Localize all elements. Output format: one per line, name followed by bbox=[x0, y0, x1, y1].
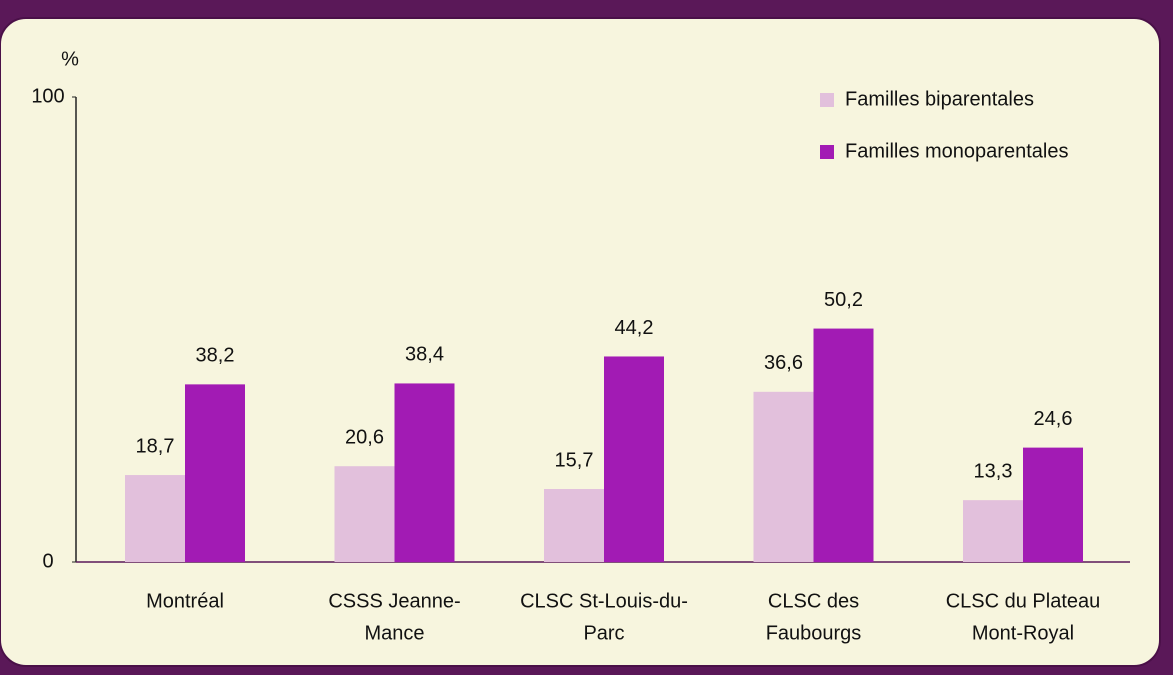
legend-swatch bbox=[820, 145, 834, 159]
bar bbox=[963, 500, 1023, 562]
value-label: 50,2 bbox=[824, 289, 863, 311]
value-label: 15,7 bbox=[555, 449, 594, 471]
x-tick-label: CLSC des bbox=[768, 590, 859, 612]
value-label: 13,3 bbox=[974, 460, 1013, 482]
bar bbox=[813, 328, 874, 562]
value-label: 38,2 bbox=[196, 345, 235, 367]
x-tick-label: Mance bbox=[364, 622, 424, 644]
bar bbox=[125, 475, 185, 562]
x-tick-label: CSSS Jeanne- bbox=[328, 590, 460, 612]
bar bbox=[544, 488, 604, 562]
x-tick-label: CLSC St-Louis-du- bbox=[520, 590, 688, 612]
bar bbox=[185, 384, 245, 562]
y-axis-label: % bbox=[61, 48, 79, 70]
x-tick-label: Faubourgs bbox=[766, 622, 862, 644]
legend-swatch bbox=[820, 93, 834, 107]
bar bbox=[394, 383, 455, 562]
x-tick-label: Parc bbox=[583, 622, 624, 644]
value-label: 24,6 bbox=[1034, 408, 1073, 430]
y-tick-label: 0 bbox=[42, 550, 53, 572]
legend-label: Familles monoparentales bbox=[845, 140, 1068, 162]
bar bbox=[1023, 447, 1083, 562]
x-tick-label: Mont-Royal bbox=[972, 622, 1074, 644]
x-tick-label: Montréal bbox=[146, 590, 224, 612]
value-label: 38,4 bbox=[405, 344, 444, 366]
y-tick-label: 100 bbox=[31, 85, 64, 107]
legend-label: Familles biparentales bbox=[845, 88, 1034, 110]
bar bbox=[753, 391, 814, 562]
value-label: 18,7 bbox=[136, 435, 175, 457]
bar bbox=[604, 356, 664, 562]
x-tick-label: CLSC du Plateau bbox=[946, 590, 1101, 612]
value-label: 20,6 bbox=[345, 426, 384, 448]
bar bbox=[334, 466, 395, 562]
value-label: 36,6 bbox=[764, 352, 803, 374]
value-label: 44,2 bbox=[615, 317, 654, 339]
panel bbox=[0, 17, 1161, 667]
